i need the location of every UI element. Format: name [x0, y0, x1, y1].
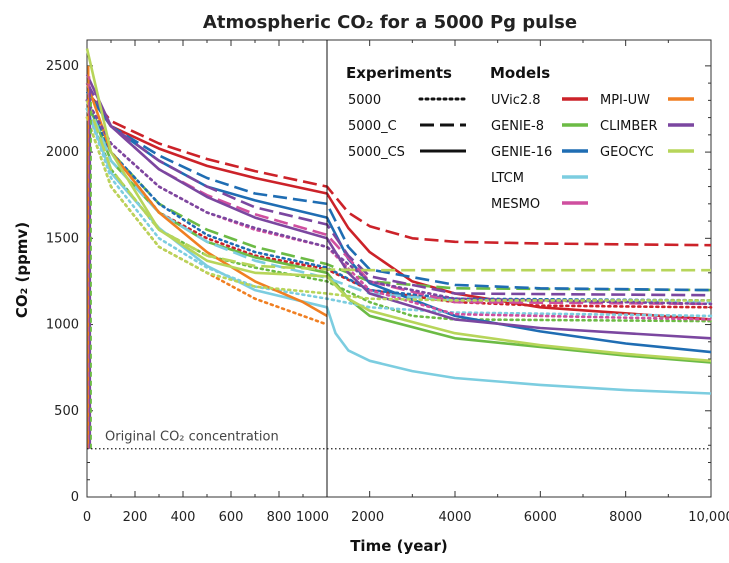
- x-tick-label: 6000: [524, 510, 557, 525]
- x-tick-label: 10,000: [688, 510, 729, 525]
- legend-model-label: MPI-UW: [600, 93, 650, 108]
- y-tick-label: 2500: [46, 59, 79, 74]
- legend-experiment-label: 5000: [348, 93, 381, 108]
- y-tick-label: 1000: [46, 318, 79, 333]
- series-line: [85, 82, 712, 297]
- baseline-label: Original CO₂ concentration: [105, 430, 279, 445]
- baseline-group: Original CO₂ concentration: [87, 430, 711, 450]
- legend-model-label: MESMO: [491, 197, 540, 212]
- y-axis-title: CO₂ (ppmv): [13, 222, 31, 318]
- legend-model-label: GENIE-8: [491, 119, 544, 134]
- legend-experiment-label: 5000_CS: [348, 145, 405, 160]
- chart-title: Atmospheric CO₂ for a 5000 Pg pulse: [203, 12, 577, 33]
- x-tick-label: 400: [171, 510, 196, 525]
- series-line: [85, 73, 712, 340]
- x-tick-label: 800: [267, 510, 292, 525]
- series-line: [85, 90, 712, 247]
- x-tick-label: 8000: [609, 510, 642, 525]
- x-tick-label: 600: [219, 510, 244, 525]
- tick-marks: [86, 40, 712, 498]
- x-tick-label: 1000: [296, 510, 329, 525]
- series-line: [85, 99, 711, 272]
- series-group: [85, 48, 713, 449]
- x-axis-title: Time (year): [350, 537, 448, 555]
- legend-model-label: UVic2.8: [491, 93, 541, 108]
- legend-model-label: GENIE-16: [491, 145, 552, 160]
- plot-frame: [86, 39, 712, 498]
- y-tick-label: 500: [54, 404, 79, 419]
- legend-experiments-title: Experiments: [346, 64, 452, 82]
- y-tick-label: 2000: [46, 145, 79, 160]
- y-tick-label: 1500: [46, 231, 79, 246]
- series-line: [85, 99, 713, 302]
- series-line: [85, 90, 712, 292]
- legend-models-title: Models: [490, 64, 550, 82]
- legend-model-label: CLIMBER: [600, 119, 658, 134]
- series-line: [85, 48, 712, 363]
- x-tick-label: 0: [83, 510, 91, 525]
- legend-model-label: LTCM: [491, 171, 524, 186]
- series-line: [85, 82, 328, 318]
- legend: Experiments Models 5000 5000_C 5000_CS UVic…: [346, 64, 694, 212]
- x-tick-label: 200: [123, 510, 148, 525]
- x-tick-label: 2000: [351, 510, 384, 525]
- legend-experiment-label: 5000_C: [348, 119, 397, 134]
- series-line: [85, 99, 713, 306]
- legend-model-label: GEOCYC: [600, 145, 654, 160]
- y-tick-label: 0: [71, 490, 79, 505]
- axis-labels: 0 200 400 600 800 1000 2000 4000 6000 8000 10,000 0…: [46, 59, 729, 525]
- series-line: [85, 116, 713, 302]
- series-line: [85, 90, 712, 321]
- x-tick-label: 4000: [438, 510, 471, 525]
